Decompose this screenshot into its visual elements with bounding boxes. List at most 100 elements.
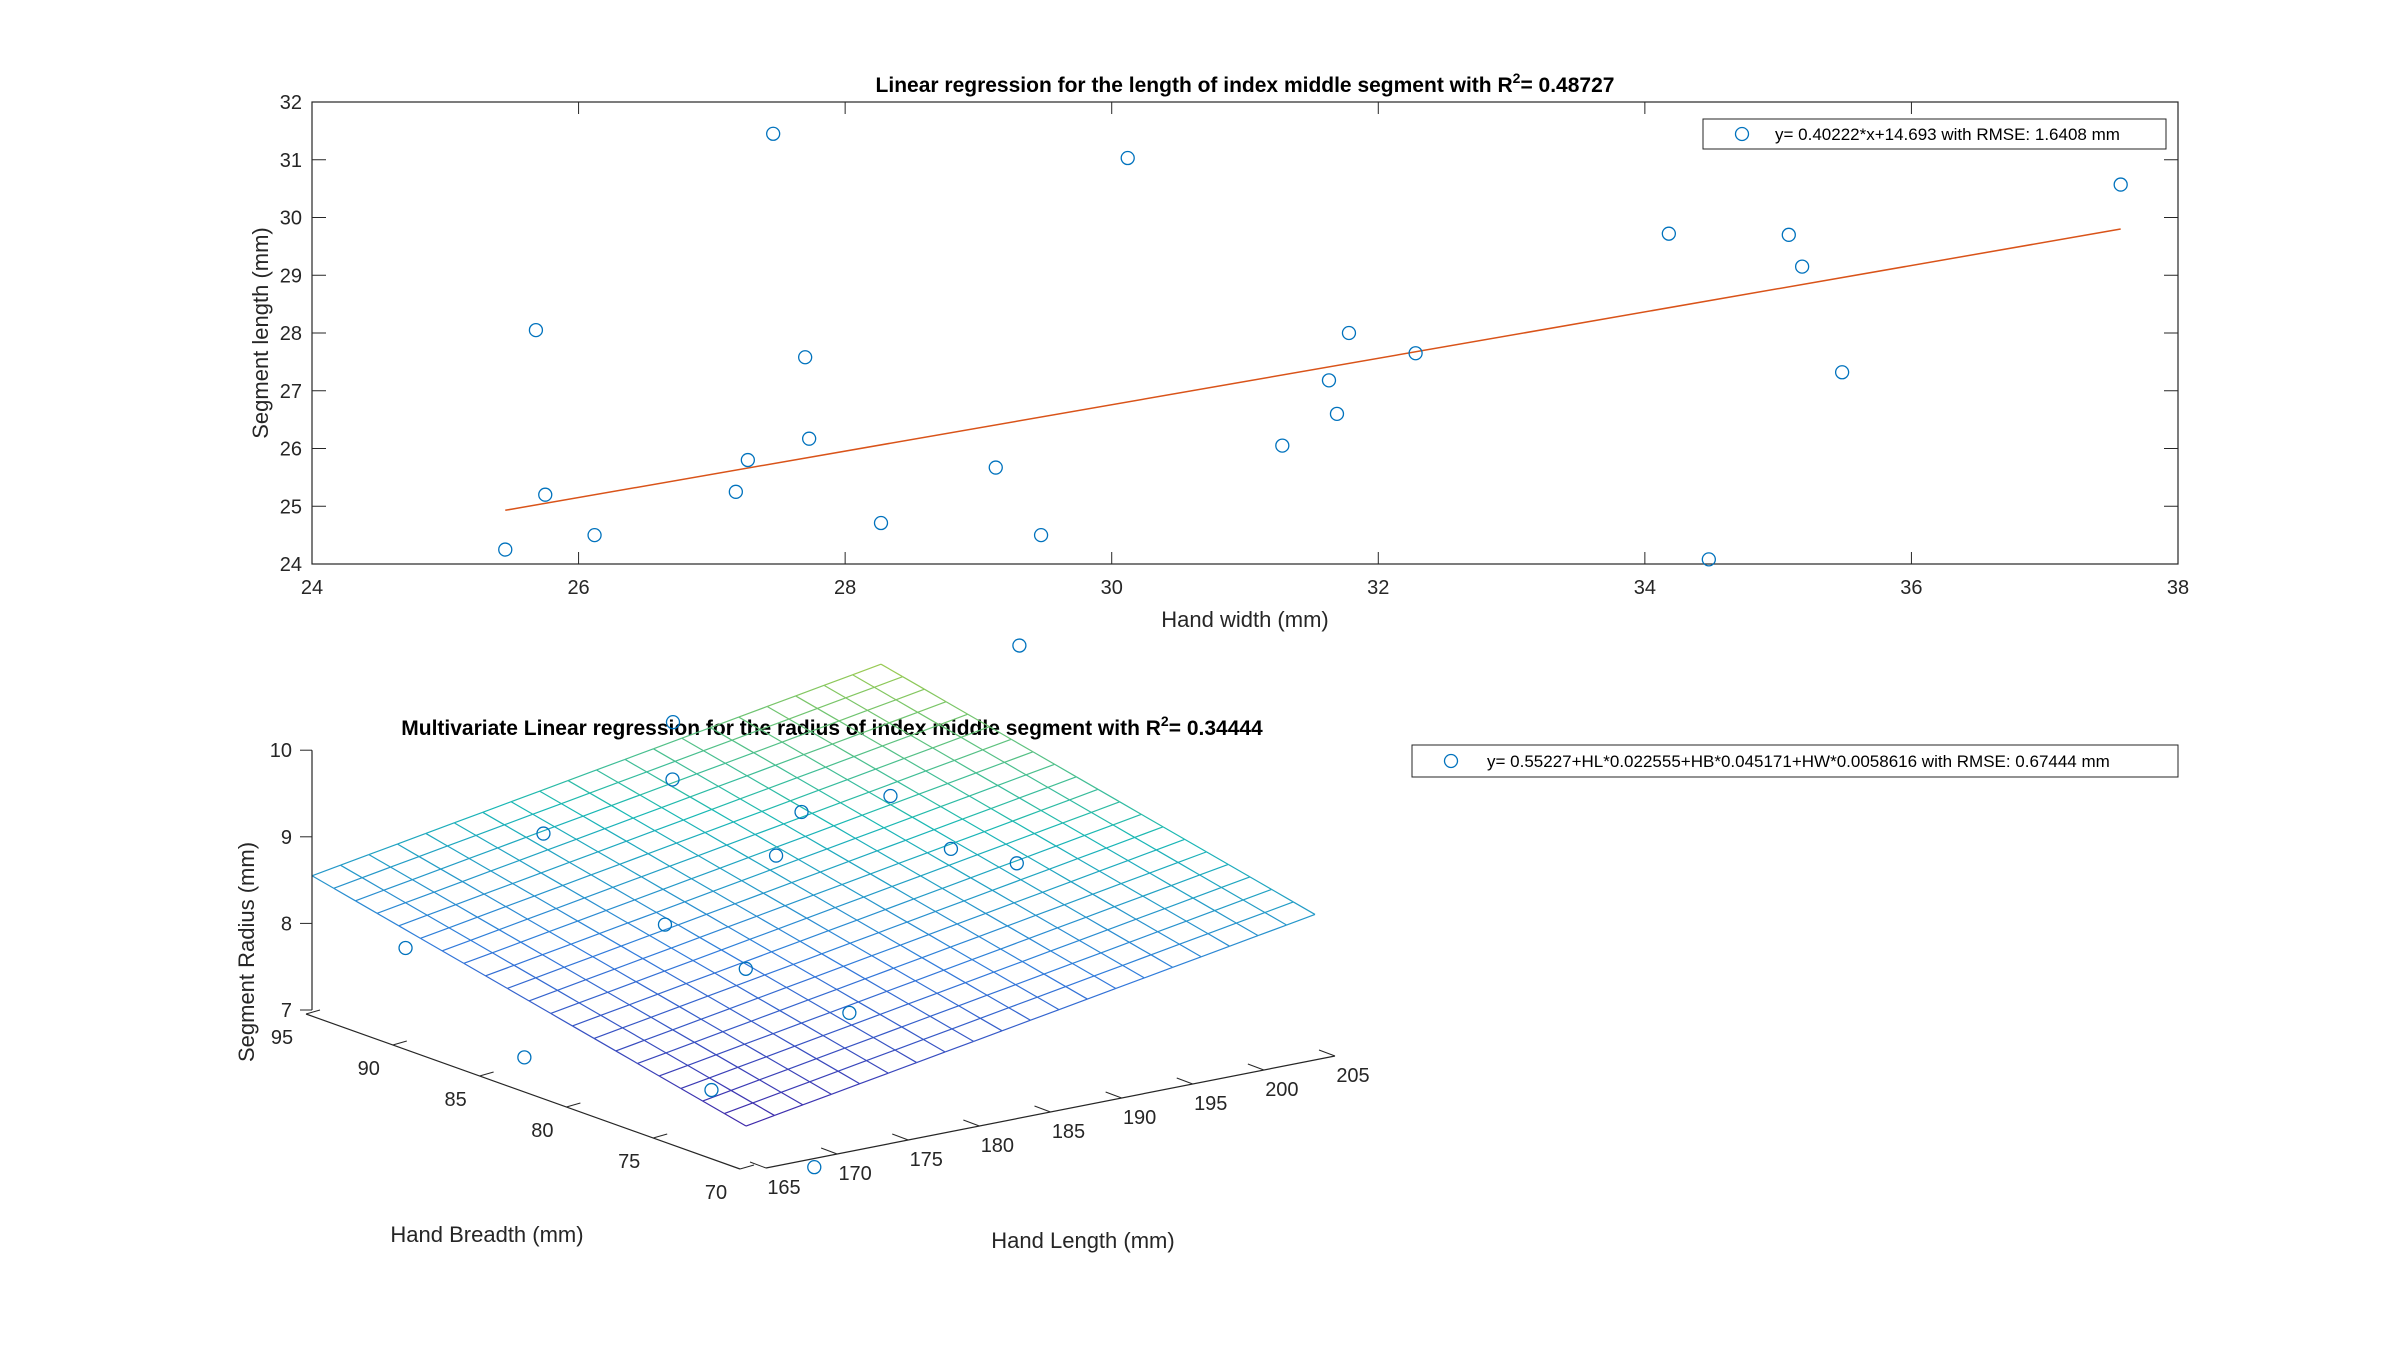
chart2-surface-gridline — [929, 1005, 959, 1017]
chart2-surface-gridline — [519, 859, 542, 874]
chart2-surface-gridline — [447, 834, 477, 847]
chart2-surface-gridline — [954, 759, 977, 774]
chart2-surface-gridline — [956, 923, 980, 938]
chart2-surface-gridline — [873, 1026, 902, 1039]
chart2-surface-gridline — [542, 954, 565, 968]
chart2-surface-gridline — [685, 972, 715, 985]
chart2-surface-gridline — [527, 907, 557, 920]
chart2-surface-gridline — [829, 1011, 852, 1026]
chart2-surface-gridline — [885, 909, 908, 923]
chart2-surface-gridline — [547, 838, 577, 851]
chart2-surface-gridline — [448, 927, 471, 941]
chart2-surface-gridline — [806, 917, 829, 932]
chart2-surface-gridline — [440, 868, 463, 883]
chart2-surface-gridline — [860, 722, 890, 735]
chart2-surface-gridline — [624, 748, 654, 760]
chart2-surface-gridline — [975, 772, 998, 786]
chart2-surface-gridline — [561, 792, 590, 805]
chart2-surface-gridline — [1157, 931, 1180, 945]
chart2-surface-gridline — [711, 808, 734, 823]
chart2-surface-gridline — [578, 1002, 602, 1016]
chart2-surface-gridline — [715, 1054, 739, 1068]
chart2-surface-gridline — [563, 966, 587, 981]
chart1-xtick-label: 32 — [1367, 577, 1389, 599]
chart2-surface-gridline — [1043, 962, 1073, 975]
chart2-surface-gridline — [577, 909, 607, 922]
chart2-surface-gridline — [669, 855, 699, 867]
chart2-surface-gridline — [852, 663, 882, 676]
chart2-surface-gridline — [426, 914, 450, 929]
chart2-surface-gridline — [895, 688, 925, 701]
chart2-surface-gridline — [1000, 948, 1023, 963]
chart2-surface-gridline — [940, 806, 963, 820]
chart2-surface-gridline — [448, 916, 478, 929]
chart2-surface-gridline — [927, 852, 950, 866]
chart2-surface-gridline — [463, 962, 486, 977]
chart2-surface-gridline — [784, 894, 814, 907]
chart2-surface-gridline — [1134, 826, 1164, 838]
chart2-surface-gridline — [340, 864, 363, 879]
chart2-surface-gridline — [875, 757, 905, 770]
chart2-surface-gridline — [845, 697, 868, 711]
chart2-surface-gridline — [468, 847, 498, 860]
chart2-surface-gridline — [920, 864, 950, 877]
chart2-surface-gridline — [572, 1014, 602, 1027]
chart2-surface-gridline — [707, 995, 730, 1010]
chart2-surface-gridline — [333, 877, 363, 889]
chart2-surface-gridline — [412, 868, 441, 881]
chart2-surface-gridline — [669, 865, 692, 880]
chart2-surface-gridline — [947, 782, 970, 797]
chart2-surface-gridline — [851, 1024, 874, 1039]
chart2-surface-gridline — [963, 900, 986, 914]
chart2-surface-gridline — [1008, 1007, 1031, 1021]
chart2-data-point — [398, 940, 413, 956]
chart2-surface-gridline — [532, 803, 562, 815]
chart2-surface-gridline — [851, 1013, 881, 1026]
chart2-surface-gridline — [629, 993, 658, 1006]
chart2-surface-gridline — [1134, 836, 1157, 851]
chart2-ytick-label: 95 — [271, 1027, 293, 1049]
chart2-surface-gridline — [1171, 885, 1194, 899]
chart2-surface-gridline — [376, 902, 406, 914]
chart2-surface-gridline — [535, 977, 558, 991]
chart2-surface-gridline — [807, 999, 831, 1014]
chart2-surface-gridline — [978, 935, 1001, 950]
chart1-xtick-label: 30 — [1101, 577, 1123, 599]
chart2-surface-gridline — [970, 877, 993, 891]
chart2-surface-gridline — [724, 762, 748, 777]
chart2-surface-gridline — [1192, 886, 1222, 899]
chart2-surface-gridline — [1012, 809, 1042, 822]
chart2-xtick-mark — [1247, 1063, 1265, 1071]
chart2-surface-gridline — [1177, 851, 1207, 864]
chart2-surface-gridline — [969, 784, 998, 797]
chart2-surface-gridline — [888, 711, 918, 724]
chart2-surface-gridline — [1293, 901, 1316, 915]
chart2-surface-gridline — [649, 934, 672, 949]
chart2-surface-gridline — [908, 992, 938, 1005]
chart2-surface-gridline — [658, 1064, 688, 1077]
chart2-surface-gridline — [870, 862, 900, 875]
chart2-surface-gridline — [1065, 986, 1088, 1000]
chart2-surface-gridline — [1090, 811, 1114, 826]
chart2-surface-gridline — [780, 1091, 804, 1106]
chart2-surface-gridline — [992, 879, 1022, 891]
chart2-surface-gridline — [639, 783, 669, 796]
chart2-surface-gridline — [821, 942, 851, 955]
chart2-surface-gridline — [927, 841, 956, 854]
chart2-surface-gridline — [687, 1054, 717, 1066]
chart2-data-point — [738, 961, 753, 976]
chart2-surface-gridline — [971, 959, 995, 973]
chart2-surface-gridline — [806, 907, 836, 919]
chart2-surface-gridline — [986, 984, 1016, 996]
chart2-surface-gridline — [497, 836, 527, 849]
chart2-surface-gridline — [455, 893, 485, 906]
chart2-surface-gridline — [1070, 870, 1100, 883]
chart2-surface-gridline — [540, 872, 564, 886]
chart2-surface-gridline — [1013, 902, 1037, 916]
chart2-surface-gridline — [512, 882, 535, 897]
chart2-surface-gridline — [1157, 920, 1187, 933]
chart2-surface-gridline — [677, 913, 707, 926]
chart2-surface-gridline — [945, 701, 969, 715]
chart2-ytick-mark — [653, 1133, 668, 1139]
chart2-surface-gridline — [746, 764, 776, 777]
